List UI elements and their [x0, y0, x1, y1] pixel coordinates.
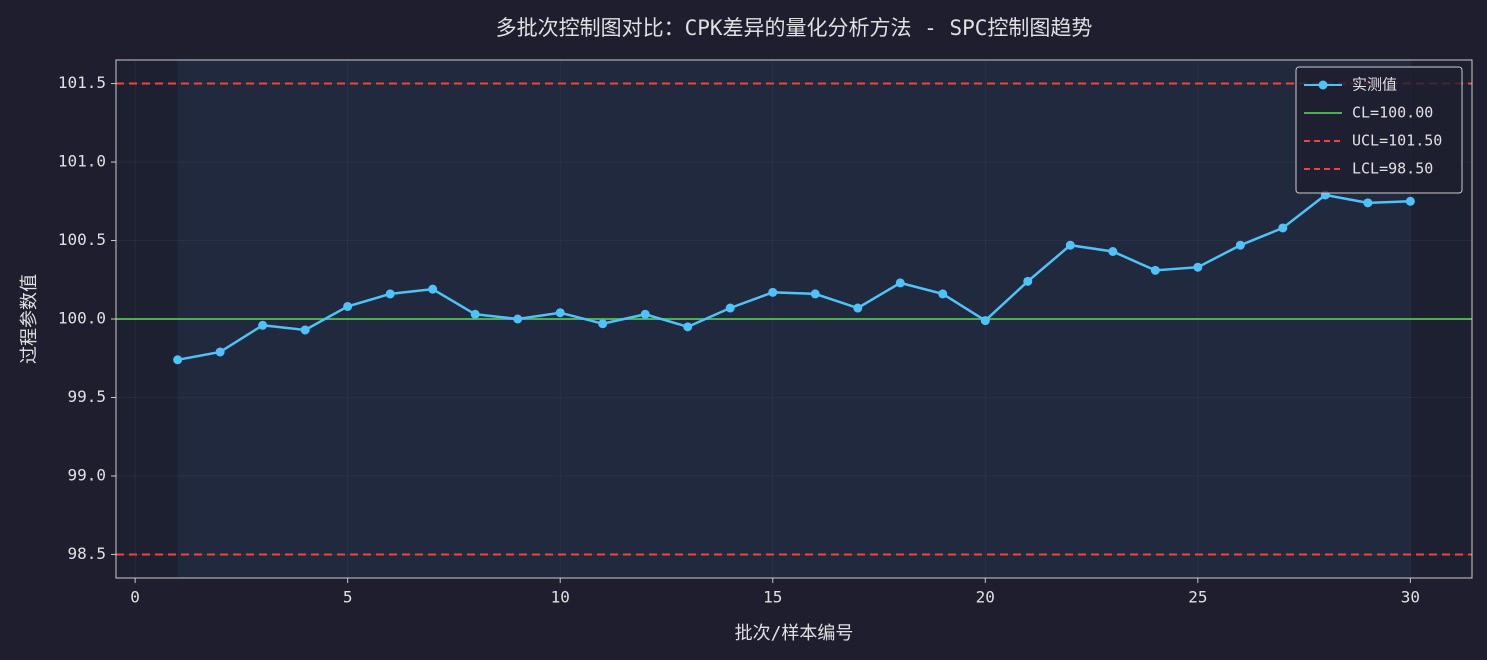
y-tick-label: 99.0 — [67, 465, 106, 484]
data-point — [598, 319, 608, 329]
data-point — [555, 308, 565, 318]
y-tick-label: 101.0 — [58, 152, 106, 171]
data-point — [683, 322, 693, 332]
legend-label: 实测值 — [1352, 76, 1397, 94]
data-point — [768, 287, 778, 297]
y-tick-label: 98.5 — [67, 544, 106, 563]
data-point — [1023, 276, 1033, 286]
data-point — [1363, 198, 1373, 208]
data-point — [938, 289, 948, 299]
data-point — [1193, 262, 1203, 272]
y-tick-label: 101.5 — [58, 73, 106, 92]
x-tick-label: 25 — [1188, 588, 1207, 607]
legend-label: CL=100.00 — [1352, 104, 1433, 122]
data-point — [215, 347, 225, 357]
data-point — [1235, 240, 1245, 250]
data-point — [1405, 196, 1415, 206]
y-axis-label: 过程参数值 — [19, 274, 40, 364]
data-point — [853, 303, 863, 313]
data-point — [385, 289, 395, 299]
data-point — [640, 309, 650, 319]
data-point — [1150, 265, 1160, 275]
legend-frame — [1295, 66, 1463, 194]
data-line — [177, 193, 1411, 362]
legend: 实测值 CL=100.00 UCL=101.50 LCL=98.50 — [1295, 66, 1463, 194]
data-point — [300, 325, 310, 335]
data-point — [343, 301, 353, 311]
data-point — [980, 316, 990, 326]
legend-label: UCL=101.50 — [1352, 132, 1442, 150]
plot-frame — [115, 59, 1473, 579]
data-point — [428, 284, 438, 294]
data-point — [810, 289, 820, 299]
y-tick-label: 99.5 — [67, 387, 106, 406]
x-tick-label: 20 — [976, 588, 995, 607]
x-tick-label: 5 — [343, 588, 353, 607]
y-tick-label: 100.5 — [58, 230, 106, 249]
data-point — [725, 303, 735, 313]
chart-title: 多批次控制图对比：CPK差异的量化分析方法 - SPC控制图趋势 — [496, 16, 1093, 40]
legend-marker — [1318, 80, 1328, 90]
data-point — [895, 278, 905, 288]
data-point — [1065, 240, 1075, 250]
data-point — [1278, 223, 1288, 233]
y-tick-label: 100.0 — [58, 309, 106, 328]
x-tick-label: 0 — [130, 588, 140, 607]
data-point — [173, 355, 183, 365]
data-point — [258, 320, 268, 330]
x-tick-label: 10 — [551, 588, 570, 607]
data-point — [513, 314, 523, 324]
data-point — [1108, 247, 1118, 257]
legend-label: LCL=98.50 — [1352, 160, 1433, 178]
x-axis-label: 批次/样本编号 — [735, 623, 854, 644]
data-point — [470, 309, 480, 319]
x-tick-label: 30 — [1401, 588, 1420, 607]
x-tick-label: 15 — [763, 588, 782, 607]
